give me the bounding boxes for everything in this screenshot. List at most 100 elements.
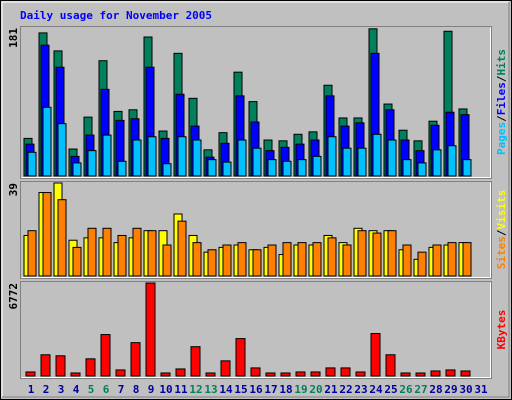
bar (295, 371, 306, 377)
x-tick-label: 15 (234, 383, 247, 396)
bar (27, 151, 37, 177)
legend: KBytes (495, 310, 508, 350)
x-tick-label: 18 (279, 383, 292, 396)
bar (312, 242, 322, 277)
bar (117, 160, 127, 177)
bar (340, 367, 351, 377)
bar (462, 242, 472, 277)
bar (175, 368, 186, 377)
bar (312, 155, 322, 177)
bar (42, 106, 52, 177)
bar (100, 334, 111, 377)
x-tick-label: 31 (474, 383, 488, 396)
bar (205, 372, 216, 377)
bar (252, 147, 262, 177)
bar (310, 371, 321, 377)
y-tick-label: 6772 (7, 283, 20, 310)
bar (102, 227, 112, 277)
bar (342, 244, 352, 277)
x-tick-label: 28 (429, 383, 442, 396)
bar (357, 230, 367, 277)
legend-separator: / (495, 115, 508, 122)
bar (222, 244, 232, 277)
bar (280, 372, 291, 377)
bar (327, 237, 337, 277)
x-tick-label: 8 (133, 383, 140, 396)
x-tick-label: 9 (148, 383, 155, 396)
bar (252, 249, 262, 277)
bar (192, 242, 202, 277)
bar (57, 199, 67, 277)
bar (117, 234, 127, 277)
legend-separator: / (495, 229, 508, 236)
bar (355, 371, 366, 377)
bar (447, 145, 457, 177)
x-tick-label: 11 (174, 383, 188, 396)
x-tick-label: 13 (204, 383, 217, 396)
bar (132, 139, 142, 177)
bar (282, 160, 292, 177)
x-tick-label: 23 (354, 383, 367, 396)
bar (222, 161, 232, 177)
legend-entry: Sites (495, 236, 508, 269)
bar (430, 370, 441, 377)
x-tick-label: 25 (384, 383, 397, 396)
bar (87, 150, 97, 177)
bar (432, 244, 442, 277)
x-tick-label: 3 (58, 383, 65, 396)
bar (42, 192, 52, 277)
panel-edge (21, 282, 491, 378)
bar (342, 147, 352, 177)
bar (27, 230, 37, 277)
y-tick-label: 39 (7, 183, 20, 196)
x-tick-label: 27 (414, 383, 427, 396)
x-tick-label: 29 (444, 383, 457, 396)
legend-entry: Hits (495, 49, 508, 76)
bar (387, 230, 397, 277)
x-tick-label: 16 (249, 383, 263, 396)
legend-separator: / (495, 75, 508, 82)
bar (192, 139, 202, 177)
legend-entry: Visits (495, 190, 508, 230)
bar (402, 159, 412, 177)
y-tick-label: 181 (7, 28, 20, 48)
bar (162, 244, 172, 277)
bar (462, 159, 472, 177)
bar (115, 369, 126, 377)
bar (357, 147, 367, 177)
bar (372, 232, 382, 277)
chart-title: Daily usage for November 2005 (20, 9, 212, 22)
bar (327, 136, 337, 177)
panel-edge (21, 182, 491, 278)
x-tick-label: 17 (264, 383, 277, 396)
bar (145, 282, 156, 377)
bar (372, 133, 382, 177)
x-tick-label: 19 (294, 383, 307, 396)
bar (85, 358, 96, 377)
bar (235, 338, 246, 377)
bar (25, 371, 36, 377)
bar (385, 354, 396, 377)
x-tick-label: 7 (118, 383, 125, 396)
bar (177, 136, 187, 177)
x-tick-label: 22 (339, 383, 352, 396)
x-tick-label: 21 (324, 383, 338, 396)
x-tick-label: 2 (43, 383, 50, 396)
bar (297, 242, 307, 277)
x-tick-label: 6 (103, 383, 110, 396)
x-tick-label: 14 (219, 383, 233, 396)
bar (417, 162, 427, 177)
x-tick-label: 12 (189, 383, 202, 396)
bar (72, 246, 82, 277)
x-tick-label: 30 (459, 383, 472, 396)
bar (147, 136, 157, 177)
x-tick-label: 26 (399, 383, 413, 396)
legend-entry: Files (495, 82, 508, 115)
bar (130, 342, 141, 377)
x-tick-label: 1 (28, 383, 35, 396)
x-tick-label: 4 (73, 383, 80, 396)
legend: Sites/Visits (495, 190, 508, 270)
bar (447, 242, 457, 277)
